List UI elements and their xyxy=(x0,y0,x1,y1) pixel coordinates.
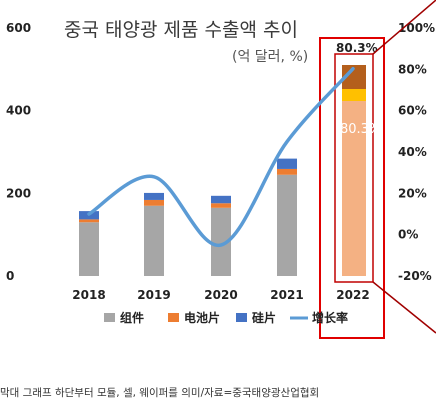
bar-2019-0 xyxy=(144,205,164,276)
legend-swatch-0 xyxy=(104,313,115,322)
bar-2018-1 xyxy=(79,219,99,223)
y-left-tick-1: 200 xyxy=(6,186,31,200)
x-tick-2: 2020 xyxy=(204,288,237,302)
x-tick-1: 2019 xyxy=(137,288,170,302)
legend-label-0: 组件 xyxy=(120,310,144,325)
bar-2020-0 xyxy=(211,207,231,276)
bar-2021-2 xyxy=(277,158,297,169)
x-tick-3: 2021 xyxy=(270,288,303,302)
caption: 막대 그래프 하단부터 모듈, 셀, 웨이퍼를 의미/자료=중국태양광산업협회 xyxy=(0,387,320,399)
growth-line xyxy=(87,66,355,247)
y-left-tick-2: 400 xyxy=(6,104,31,118)
x-tick-0: 2018 xyxy=(72,288,105,302)
bar-2018-0 xyxy=(79,222,99,276)
pointer-line-lower xyxy=(372,281,436,334)
y-right-tick-3: 40% xyxy=(398,145,427,159)
legend-swatch-2 xyxy=(236,313,247,322)
y-right-tick-6: -20% xyxy=(398,269,432,283)
bar-2021-0 xyxy=(277,174,297,276)
chart-subtitle: (억 달러, %) xyxy=(232,49,308,65)
bar-2020-2 xyxy=(211,195,231,204)
y-left-tick-0: 0 xyxy=(6,269,14,283)
bar-2022-bottom xyxy=(342,101,366,276)
highlight-inner-frame xyxy=(334,53,374,283)
legend-label-2: 硅片 xyxy=(252,310,276,325)
chart-title: 중국 태양광 제품 수출액 추이 xyxy=(64,19,298,41)
y-left-tick-3: 600 xyxy=(6,21,31,35)
y-axis-right: 100%80%60%40%20%0%-20% xyxy=(398,21,435,283)
bar-2019-2 xyxy=(144,192,164,200)
y-right-tick-5: 0% xyxy=(398,228,418,242)
y-right-tick-2: 60% xyxy=(398,104,427,118)
bar-2022-mid xyxy=(342,89,366,101)
legend-swatch-1 xyxy=(168,313,179,322)
y-right-tick-4: 20% xyxy=(398,186,427,200)
legend: 组件 电池片 硅片 增长率 xyxy=(104,310,348,325)
legend-label-3: 增长率 xyxy=(312,310,348,325)
legend-label-1: 电池片 xyxy=(184,310,220,325)
bar-2020-1 xyxy=(211,203,231,208)
bars xyxy=(79,158,297,276)
y-right-tick-1: 80% xyxy=(398,62,427,76)
y-axis-left: 0 200 400 600 xyxy=(6,21,31,283)
x-tick-4: 2022 xyxy=(336,288,369,302)
x-axis: 2018 2019 2020 2021 2022 xyxy=(72,288,369,302)
bar-2021-1 xyxy=(277,168,297,175)
pointer-line-upper xyxy=(372,0,436,55)
highlight-frame xyxy=(319,37,385,339)
bar-2019-1 xyxy=(144,199,164,206)
growth-label-2022: 80.3% xyxy=(336,41,378,55)
inner-pct-label: 80.3% xyxy=(340,122,381,137)
